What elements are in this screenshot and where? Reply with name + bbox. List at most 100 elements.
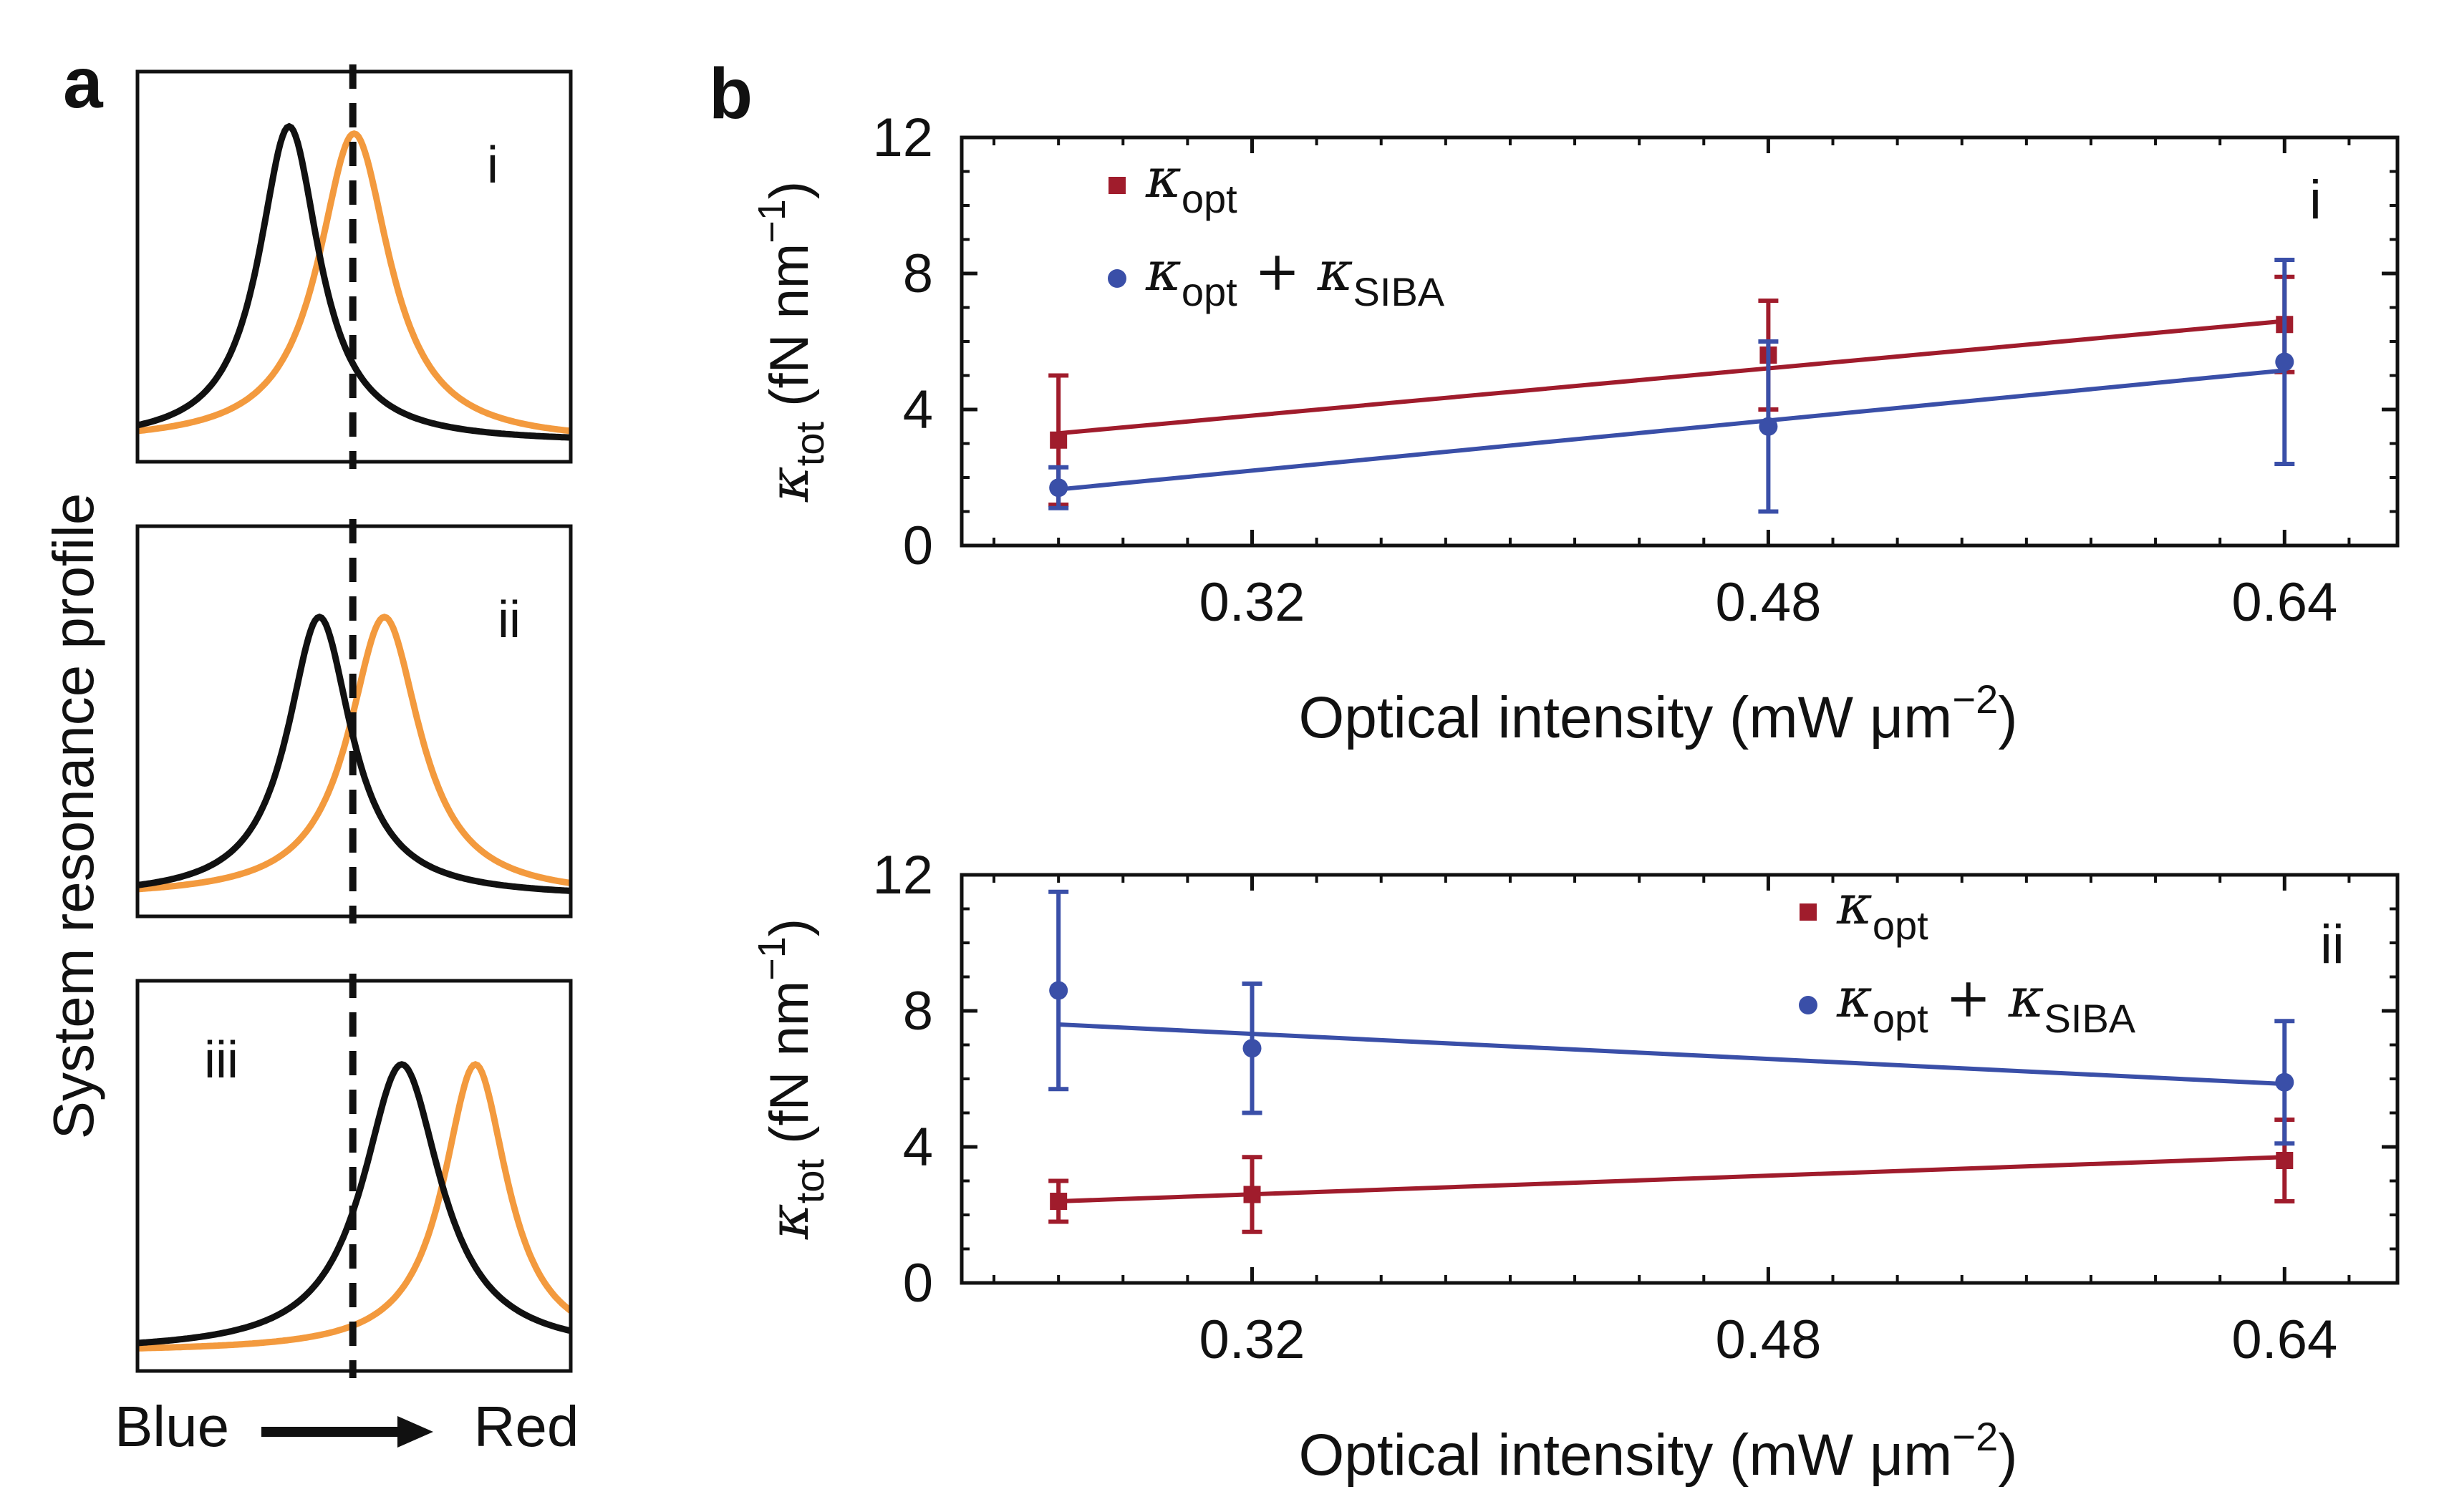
red-label: Red (474, 1395, 579, 1458)
subpanel-label: i (487, 137, 498, 194)
panel-b-label: b (709, 54, 753, 134)
chart-panel-label: i (2309, 170, 2322, 231)
legend-marker-square (1800, 903, 1817, 921)
subpanel-label: iii (204, 1032, 238, 1089)
chart-panel-label: ii (2320, 914, 2344, 975)
legend-marker-circle (1108, 269, 1126, 288)
panel-a-ylabel: System resonance profile (42, 493, 105, 1140)
data-point-circle (1242, 1039, 1262, 1058)
data-point-square (1243, 1186, 1261, 1203)
orange-curve (137, 130, 571, 435)
subpanel-frame (135, 524, 573, 919)
subpanel-frame (135, 979, 573, 1373)
fit-line (1058, 368, 2285, 492)
y-tick-label: 0 (903, 1253, 933, 1314)
blue-red-arrow: Blue Red (115, 1395, 579, 1458)
subpanel-label: ii (498, 591, 521, 649)
data-point-circle (1049, 478, 1068, 498)
y-axis-label-sup: −1 (750, 199, 793, 243)
data-point-circle (2275, 352, 2294, 372)
legend-sub: opt (1182, 269, 1237, 314)
legend-label: κopt + κSIBA (1836, 966, 2136, 1041)
y-axis-label-end: ) (759, 919, 820, 936)
x-tick-label: 0.48 (1715, 1309, 1821, 1370)
arrow-head-icon (397, 1416, 433, 1448)
legend-label: κopt + κSIBA (1145, 239, 1445, 314)
y-axis-label-symbol: κ (757, 1203, 821, 1240)
fit-line (1058, 319, 2285, 436)
orange-curve (137, 614, 571, 893)
x-tick-label: 0.32 (1199, 1309, 1305, 1370)
series-kappa-opt: κopt (1048, 146, 2295, 507)
chart-b-i: 0 4 8 12 0.32 0.48 0.64 Optical intensity (mW μ… (750, 107, 2400, 750)
fit-line (1058, 1022, 2285, 1087)
legend-extra-sub: SIBA (2044, 996, 2136, 1041)
y-tick-label: 12 (872, 845, 933, 906)
x-axis-label-sup: −2 (1952, 677, 1998, 722)
y-tick-label: 8 (903, 243, 933, 304)
y-axis-label-end: ) (759, 181, 820, 199)
legend-label: κopt (1836, 873, 1928, 948)
y-axis-label: κtot (fN nm−1) (750, 919, 832, 1240)
y-axis-label-sub: tot (787, 422, 832, 467)
legend-symbol: κ (1836, 966, 1873, 1029)
x-tick-label: 0.64 (2231, 572, 2337, 633)
legend-marker-square (1109, 177, 1126, 194)
data-point-square (1050, 1193, 1068, 1210)
subpanel-i: i (135, 64, 573, 469)
legend-sub: opt (1873, 996, 1928, 1041)
data-point-square (2276, 1152, 2294, 1169)
legend-sub: opt (1873, 903, 1928, 948)
legend-extra-symbol: + κ (1237, 239, 1353, 303)
y-axis-label: κtot (fN nm−1) (750, 181, 832, 503)
legend-symbol: κ (1145, 239, 1182, 303)
y-tick-label: 8 (903, 981, 933, 1042)
data-point-circle (1049, 981, 1068, 1000)
data-point-circle (2275, 1072, 2294, 1092)
chart-b-ii: 0 4 8 12 0.32 0.48 0.64 Optical intensity (mW μ… (750, 845, 2400, 1488)
legend-extra-sub: SIBA (1353, 269, 1445, 314)
y-tick-label: 4 (903, 379, 933, 440)
legend-sub: opt (1182, 176, 1237, 221)
subpanel-ii: ii (135, 519, 573, 924)
x-tick-label: 0.32 (1199, 572, 1305, 633)
series-kappa-opt-plus-siba: κopt + κSIBA (1048, 889, 2295, 1146)
subpanel-frame (135, 69, 573, 464)
y-axis-label-text: (fN nm (759, 981, 820, 1159)
black-curve (137, 122, 571, 441)
y-axis-label-sub: tot (787, 1159, 832, 1204)
blue-label: Blue (115, 1395, 229, 1458)
data-point-circle (1759, 417, 1778, 436)
legend-symbol: κ (1836, 873, 1873, 936)
panel-a-label: a (63, 43, 104, 123)
x-axis-label-end: ) (1998, 1423, 2017, 1488)
series-kappa-opt-plus-siba: κopt + κSIBA (1048, 239, 2295, 514)
y-tick-label: 4 (903, 1117, 933, 1178)
x-axis-label-text: Optical intensity (mW μm (1298, 1423, 1952, 1488)
series-kappa-opt: κopt (1048, 873, 2295, 1234)
x-axis-label: Optical intensity (mW μm−2) (1298, 677, 2017, 750)
black-curve (137, 613, 571, 894)
x-tick-label: 0.64 (2231, 1309, 2337, 1370)
y-tick-label: 0 (903, 515, 933, 576)
fit-line (1058, 1155, 2285, 1203)
x-axis-label: Optical intensity (mW μm−2) (1298, 1414, 2017, 1488)
x-tick-label: 0.48 (1715, 572, 1821, 633)
x-axis-label-end: ) (1998, 685, 2017, 750)
y-axis-label-text: (fN nm (759, 243, 820, 422)
legend-label: κopt (1145, 146, 1237, 221)
legend-marker-circle (1799, 996, 1817, 1014)
data-point-square (1050, 431, 1068, 449)
x-axis-label-sup: −2 (1952, 1414, 1998, 1459)
x-axis-label-text: Optical intensity (mW μm (1298, 685, 1952, 750)
panel-b: b 0 4 8 12 0.32 0.48 0.64 Optical intensity (mW… (709, 54, 2400, 1488)
subpanel-iii: iii (135, 974, 573, 1378)
y-axis-label-sup: −1 (750, 936, 793, 981)
legend-extra-symbol: + κ (1928, 966, 2044, 1029)
legend-symbol: κ (1145, 146, 1182, 210)
y-axis-label-symbol: κ (757, 466, 821, 503)
y-tick-label: 12 (872, 107, 933, 168)
